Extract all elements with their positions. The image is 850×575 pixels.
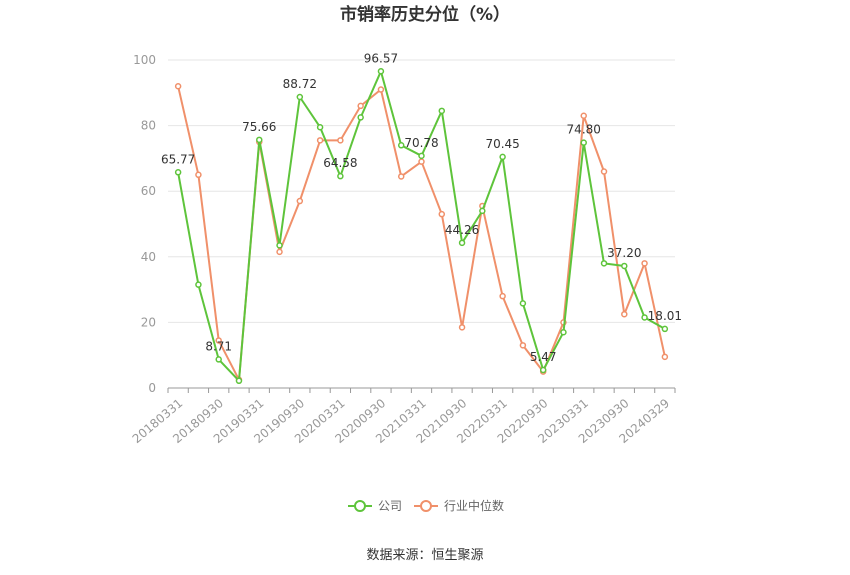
series-point-0 xyxy=(641,314,648,321)
data-label: 65.77 xyxy=(161,152,195,166)
data-label: 64.58 xyxy=(323,156,357,170)
y-tick-label: 0 xyxy=(148,381,156,395)
series-point-1 xyxy=(661,353,669,361)
data-label: 75.66 xyxy=(242,120,276,134)
series-point-1 xyxy=(357,102,364,110)
data-label: 74.80 xyxy=(567,123,601,137)
series-line-0 xyxy=(177,70,666,382)
series-point-0 xyxy=(580,139,587,146)
series-group xyxy=(174,68,669,385)
series-point-0 xyxy=(276,242,283,249)
chart-title: 市销率历史分位（%） xyxy=(340,4,510,25)
series-point-0 xyxy=(458,239,466,247)
series-point-0 xyxy=(560,328,567,336)
data-label: 88.72 xyxy=(283,77,317,91)
legend-swatch-marker xyxy=(420,500,432,512)
y-tick-label: 20 xyxy=(141,315,156,329)
legend-label: 公司 xyxy=(378,499,402,513)
series-point-1 xyxy=(276,248,283,256)
legend-item-1[interactable]: 行业中位数 xyxy=(414,498,504,513)
legend-item-0[interactable]: 公司 xyxy=(348,499,402,513)
y-tick-label: 100 xyxy=(133,53,156,67)
series-point-0 xyxy=(215,356,222,363)
series-point-0 xyxy=(256,136,263,144)
y-tick-label: 80 xyxy=(141,119,156,133)
series-point-0 xyxy=(235,377,243,385)
data-label: 44.26 xyxy=(445,223,479,237)
series-point-1 xyxy=(296,197,304,205)
series-point-1 xyxy=(438,210,446,218)
series-point-1 xyxy=(621,310,628,318)
x-axis: 2018033120180930201903312019093020200331… xyxy=(130,387,676,446)
series-point-0 xyxy=(621,262,628,270)
data-label: 37.20 xyxy=(607,246,641,260)
series-point-1 xyxy=(174,82,182,90)
series-point-1 xyxy=(377,86,385,93)
series-point-1 xyxy=(499,292,506,300)
source-note: 数据来源：恒生聚源 xyxy=(366,548,483,563)
y-tick-label: 40 xyxy=(141,250,156,264)
legend-label: 行业中位数 xyxy=(444,498,504,513)
series-point-1 xyxy=(316,137,324,144)
legend-swatch-marker xyxy=(354,500,366,512)
series-point-0 xyxy=(438,107,446,115)
y-tick-label: 60 xyxy=(141,184,156,198)
series-point-1 xyxy=(337,137,344,144)
data-label: 70.45 xyxy=(485,137,519,151)
series-point-1 xyxy=(215,337,222,344)
data-labels: 65.77 8.71 75.66 88.72 64.58 96.57 70.78 44.26 7… xyxy=(161,51,682,364)
series-point-0 xyxy=(337,172,344,180)
series-point-0 xyxy=(357,114,364,121)
series-point-1 xyxy=(600,168,608,175)
series-point-1 xyxy=(195,171,202,179)
series-point-0 xyxy=(195,281,202,288)
series-point-1 xyxy=(397,173,405,180)
data-label: 96.57 xyxy=(364,51,398,65)
series-point-0 xyxy=(174,169,182,176)
series-point-0 xyxy=(661,325,669,333)
series-point-0 xyxy=(418,152,425,160)
series-point-0 xyxy=(519,300,527,307)
series-point-0 xyxy=(539,366,547,374)
data-label: 70.78 xyxy=(404,136,438,150)
series-point-1 xyxy=(458,324,466,331)
series-point-0 xyxy=(499,153,506,161)
legend[interactable]: 公司 行业中位数 xyxy=(348,498,504,513)
series-point-1 xyxy=(519,342,527,349)
grid xyxy=(168,59,675,323)
series-point-0 xyxy=(377,68,385,75)
series-point-0 xyxy=(479,207,486,215)
series-point-0 xyxy=(397,142,405,149)
series-point-1 xyxy=(418,158,425,165)
series-point-0 xyxy=(600,260,608,267)
series-point-1 xyxy=(641,260,648,267)
series-point-0 xyxy=(296,93,304,101)
data-label: 18.01 xyxy=(648,309,682,323)
y-axis: 0 20 40 60 80 100 xyxy=(133,53,156,395)
series-point-0 xyxy=(316,123,324,131)
data-label: 8.71 xyxy=(205,339,232,353)
data-label: 5.47 xyxy=(530,350,557,364)
series-point-1 xyxy=(580,112,587,120)
